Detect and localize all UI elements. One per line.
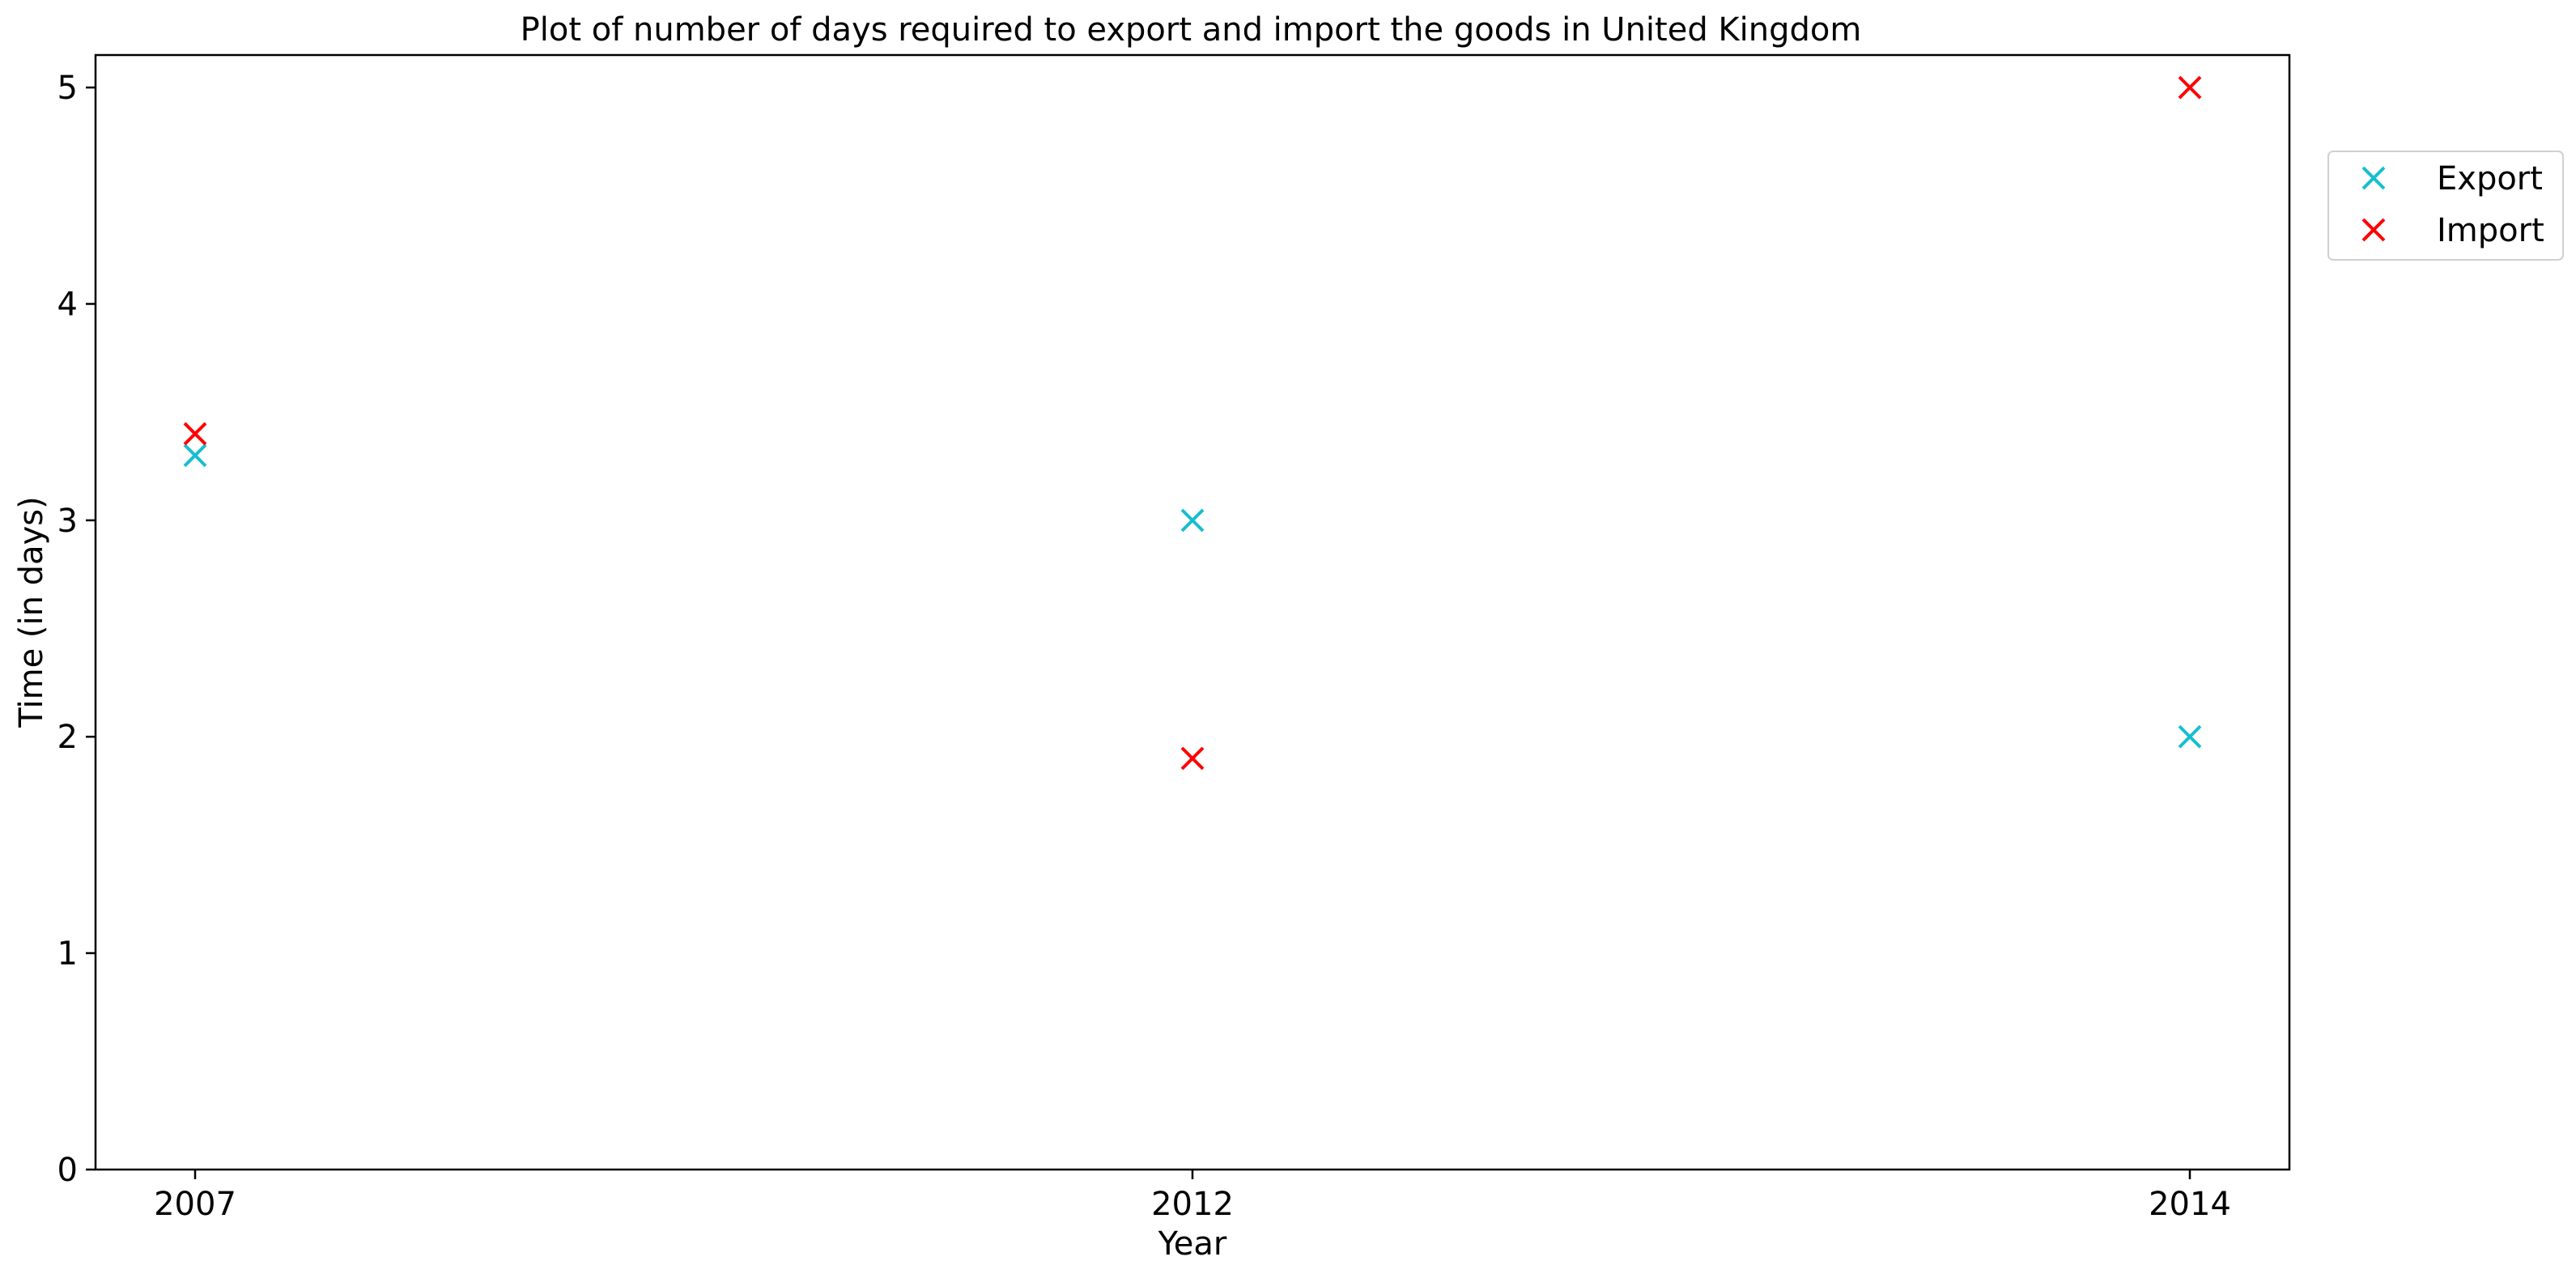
x-tick-label: 2014 (2149, 1186, 2231, 1223)
x-tick-label: 2007 (154, 1186, 236, 1223)
series-import (183, 75, 2202, 771)
x-axis-label: Year (1158, 1225, 1227, 1263)
y-tick-label: 2 (57, 719, 78, 756)
y-axis-label: Time (in days) (13, 496, 50, 728)
legend-label-import: Import (2437, 212, 2544, 249)
data-point-export (183, 444, 207, 468)
legend: Export Import (2327, 151, 2564, 261)
legend-box (2327, 151, 2564, 261)
y-tick-label: 4 (57, 286, 78, 323)
y-tick-label: 1 (57, 936, 78, 973)
data-point-export (1180, 508, 1205, 533)
data-point-export (2178, 724, 2202, 749)
legend-label-export: Export (2437, 160, 2543, 197)
y-axis-ticks: 0 1 2 3 4 5 (57, 70, 96, 1189)
x-tick-label: 2012 (1151, 1186, 1234, 1223)
y-tick-label: 3 (57, 503, 78, 540)
y-tick-label: 0 (57, 1152, 78, 1189)
data-markers (183, 75, 2202, 771)
data-point-import (183, 422, 207, 446)
data-point-import (2178, 75, 2202, 100)
data-point-import (1180, 746, 1205, 771)
series-export (183, 444, 2202, 749)
legend-marker-export (2361, 166, 2386, 190)
chart-title: Plot of number of days required to expor… (521, 11, 1862, 49)
legend-marker-import (2361, 218, 2386, 242)
x-axis-ticks: 2007 2012 2014 (154, 1170, 2231, 1223)
y-tick-label: 5 (57, 70, 78, 107)
